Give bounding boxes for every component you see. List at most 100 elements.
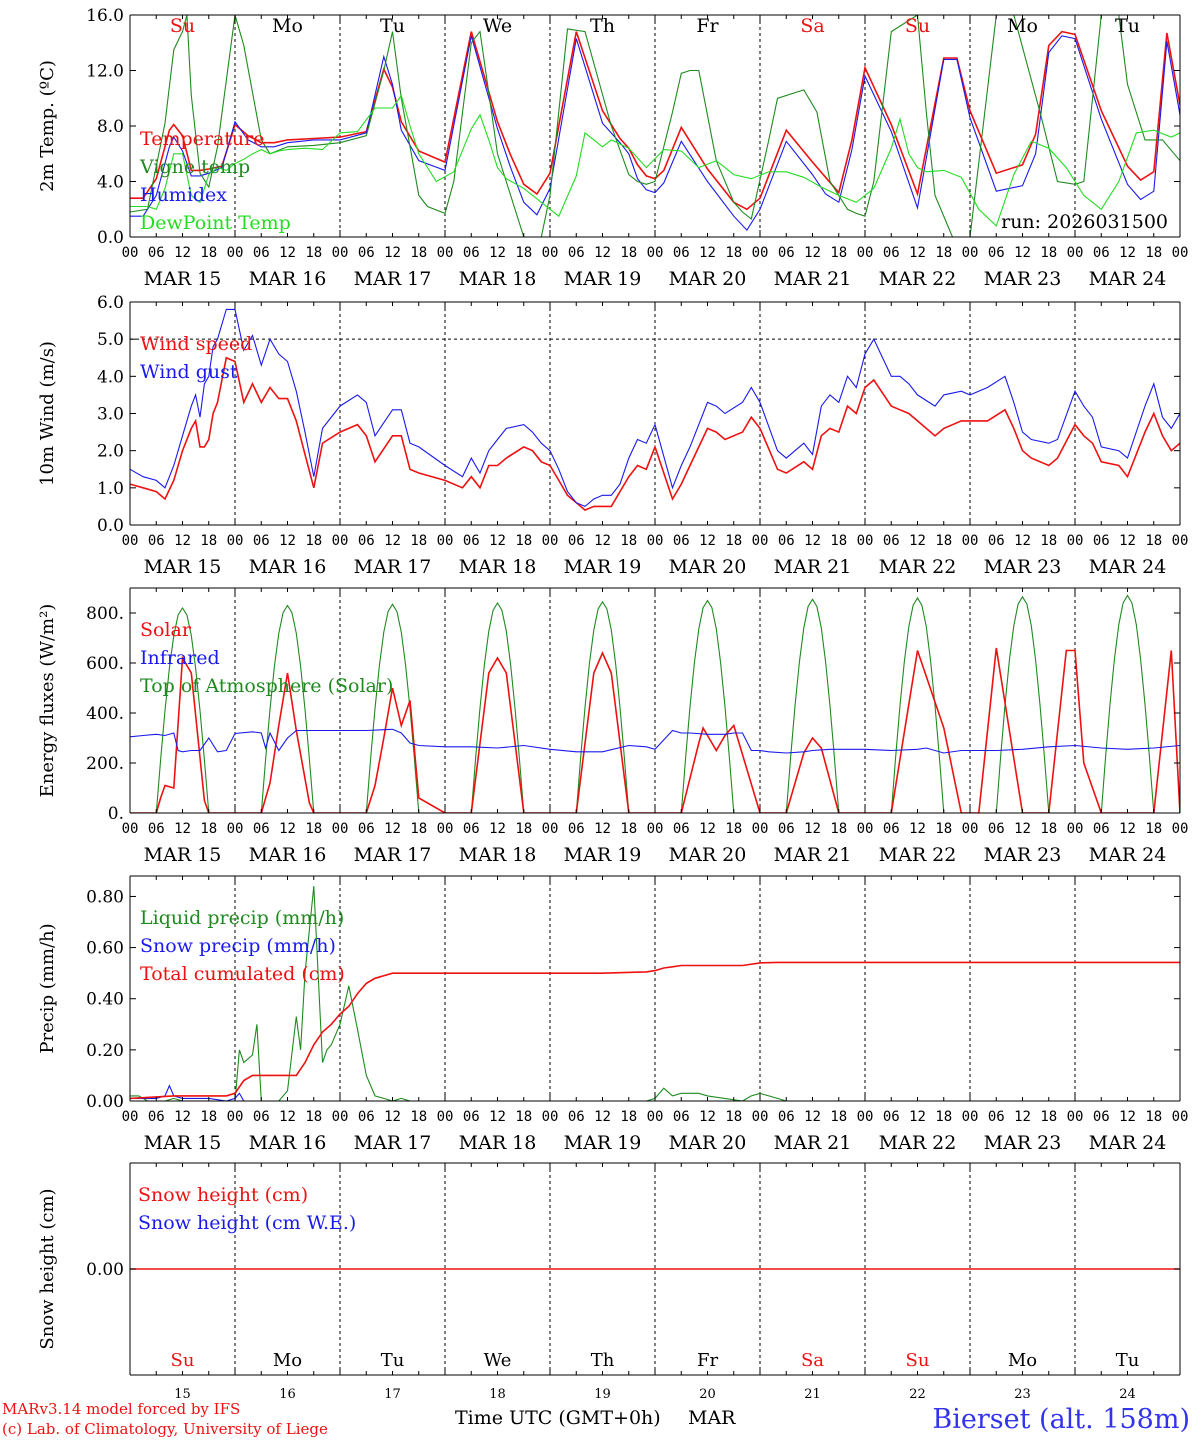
series-liquid-precip-mm-h- (130, 886, 1180, 1101)
x-hour-label: 00 (1067, 245, 1084, 261)
x-hour-label: 18 (305, 821, 322, 837)
x-hour-label: 12 (804, 1109, 821, 1125)
x-date-label: MAR 18 (459, 844, 537, 866)
x-hour-label: 12 (699, 1109, 716, 1125)
x-date-label: MAR 19 (564, 268, 642, 290)
x-date-number: 16 (279, 1387, 296, 1402)
panels: 0.0 4.0 8.0 12.0 16.0 2m Temp. (ºC) Temperatur… (37, 6, 1188, 1402)
x-hour-label: 12 (279, 1109, 296, 1125)
x-hour-label: 06 (358, 1109, 375, 1125)
x-hour-label: 12 (489, 1109, 506, 1125)
x-hour-label: 06 (358, 821, 375, 837)
x-hour-label: 12 (384, 1109, 401, 1125)
x-hour-label: 18 (515, 1109, 532, 1125)
x-date-label: MAR 17 (354, 1132, 432, 1154)
x-hour-label: 18 (935, 533, 952, 549)
x-hour-label: 00 (437, 533, 454, 549)
x-date-label: MAR 19 (564, 556, 642, 578)
x-hour-label: 00 (122, 245, 139, 261)
x-hour-label: 06 (883, 1109, 900, 1125)
x-date-number: 19 (594, 1387, 611, 1402)
x-hour-label: 06 (988, 533, 1005, 549)
y-tick-label: 200. (86, 754, 124, 774)
x-hour-label: 00 (227, 533, 244, 549)
legend-entry: Liquid precip (mm/h) (140, 907, 344, 929)
y-axis-label: 10m Wind (m/s) (37, 341, 58, 486)
y-tick-label: 400. (86, 704, 124, 724)
x-hour-label: 06 (883, 533, 900, 549)
x-hour-label: 12 (174, 245, 191, 261)
series-wind-gust (130, 308, 1180, 508)
x-hour-label: 00 (437, 1109, 454, 1125)
x-hour-label: 06 (253, 245, 270, 261)
x-hour-label: 12 (1014, 245, 1031, 261)
x-hour-label: 18 (410, 821, 427, 837)
x-date-number: 22 (909, 1387, 926, 1402)
x-date-label: MAR 16 (249, 1132, 327, 1154)
x-hour-label: 12 (279, 821, 296, 837)
x-hour-label: 00 (962, 821, 979, 837)
x-hour-label: 18 (935, 821, 952, 837)
x-date-label: MAR 18 (459, 268, 537, 290)
y-tick-label: 3.0 (97, 405, 124, 425)
month-label: MAR (688, 1407, 736, 1429)
x-hour-label: 18 (305, 533, 322, 549)
x-hour-label: 12 (1119, 533, 1136, 549)
run-label: run: 2026031500 (1001, 211, 1168, 233)
legend-entry: Snow height (cm W.E.) (138, 1212, 356, 1234)
x-hour-label: 06 (463, 533, 480, 549)
legend-entry: Top of Atmosphere (Solar) (140, 675, 393, 697)
x-date-label: MAR 20 (669, 1132, 747, 1154)
x-hour-label: 00 (1172, 533, 1189, 549)
x-hour-label: 00 (542, 245, 559, 261)
x-hour-label: 18 (830, 821, 847, 837)
x-hour-label: 12 (1119, 821, 1136, 837)
x-date-label: MAR 23 (984, 268, 1062, 290)
x-hour-label: 12 (174, 1109, 191, 1125)
x-date-label: MAR 23 (984, 1132, 1062, 1154)
x-hour-label: 12 (804, 533, 821, 549)
x-hour-label: 18 (515, 821, 532, 837)
x-hour-label: 18 (1145, 245, 1162, 261)
x-hour-label: 12 (909, 533, 926, 549)
x-hour-label: 06 (673, 245, 690, 261)
x-hour-label: 18 (725, 1109, 742, 1125)
x-hour-label: 06 (673, 1109, 690, 1125)
legend-entry: Snow precip (mm/h) (140, 935, 336, 957)
x-hour-label: 18 (1040, 533, 1057, 549)
x-hour-label: 18 (620, 245, 637, 261)
x-date-label: MAR 17 (354, 844, 432, 866)
x-hour-label: 12 (489, 821, 506, 837)
x-hour-label: 18 (1040, 245, 1057, 261)
day-name-label: Tu (381, 1350, 405, 1371)
x-hour-label: 12 (1014, 1109, 1031, 1125)
x-hour-label: 12 (279, 533, 296, 549)
x-hour-label: 00 (1172, 245, 1189, 261)
x-hour-label: 06 (778, 1109, 795, 1125)
x-date-label: MAR 17 (354, 556, 432, 578)
y-tick-label: 0.40 (86, 990, 124, 1010)
legend-entry: Snow height (cm) (138, 1184, 308, 1206)
x-date-label: MAR 17 (354, 268, 432, 290)
x-hour-label: 18 (1145, 821, 1162, 837)
x-date-label: MAR 20 (669, 844, 747, 866)
x-hour-label: 00 (752, 821, 769, 837)
x-date-number: 20 (699, 1387, 716, 1402)
day-name-label: Tu (380, 15, 405, 37)
panel-1: 0.0 4.0 8.0 12.0 16.0 2m Temp. (ºC) Temperatur… (37, 6, 1188, 290)
x-hour-label: 18 (830, 1109, 847, 1125)
x-hour-label: 12 (384, 533, 401, 549)
x-hour-label: 12 (594, 821, 611, 837)
x-hour-label: 00 (332, 245, 349, 261)
x-hour-label: 12 (174, 533, 191, 549)
x-hour-label: 12 (384, 821, 401, 837)
x-hour-label: 06 (148, 245, 165, 261)
day-name-label: Tu (1116, 1350, 1140, 1371)
day-name-label: Th (590, 15, 615, 37)
x-hour-label: 18 (725, 245, 742, 261)
legend-entry: DewPoint Temp (140, 212, 291, 234)
y-tick-label: 12.0 (86, 62, 124, 82)
x-hour-label: 00 (332, 821, 349, 837)
x-hour-label: 06 (1093, 821, 1110, 837)
x-date-label: MAR 16 (249, 556, 327, 578)
